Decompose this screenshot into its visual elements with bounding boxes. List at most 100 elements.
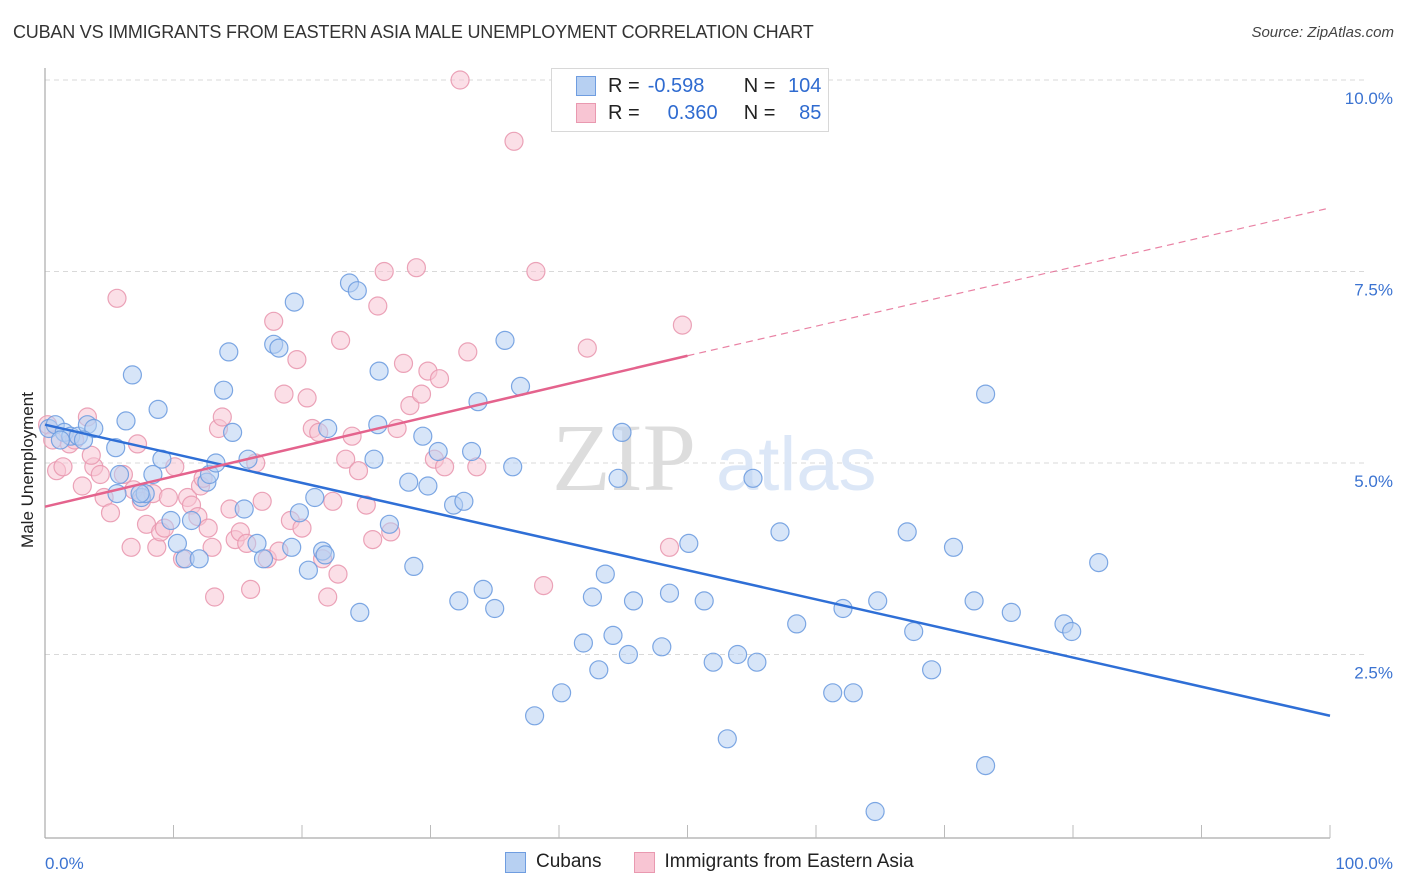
data-point-immigrants	[328, 564, 348, 584]
data-point-immigrants	[121, 537, 141, 557]
data-point-cubans	[717, 729, 737, 749]
trend-line-cubans	[44, 423, 1331, 717]
data-point-cubans	[347, 281, 367, 301]
data-point-immigrants	[274, 384, 294, 404]
data-point-immigrants	[212, 407, 232, 427]
data-point-cubans	[975, 755, 996, 776]
data-point-cubans	[148, 399, 168, 419]
data-point-cubans	[551, 683, 572, 703]
data-point-immigrants	[458, 342, 478, 362]
r-label: R =	[608, 101, 640, 124]
data-point-cubans	[975, 384, 996, 404]
data-point-cubans	[282, 537, 302, 557]
data-point-cubans	[582, 587, 603, 607]
data-point-cubans	[589, 660, 609, 680]
legend-item-immigrants[interactable]: Immigrants from Eastern Asia	[633, 851, 914, 873]
data-point-cubans	[462, 441, 482, 462]
data-point-cubans	[770, 522, 790, 542]
data-point-cubans	[743, 468, 763, 488]
data-point-cubans	[50, 430, 71, 450]
series-immigrants-eastern-asia	[37, 70, 693, 607]
data-point-cubans	[413, 426, 433, 446]
data-point-cubans	[167, 533, 187, 554]
data-point-cubans	[495, 330, 515, 350]
trend-lines	[44, 207, 1331, 717]
data-point-cubans	[833, 598, 853, 619]
data-point-immigrants	[336, 449, 356, 469]
data-point-cubans	[659, 583, 680, 603]
data-point-immigrants	[297, 388, 317, 408]
data-point-immigrants	[202, 537, 222, 557]
data-point-immigrants	[504, 131, 524, 151]
data-point-cubans	[109, 464, 130, 485]
y-tick-label: 10.0%	[1345, 89, 1393, 108]
stats-legend: R = -0.598 N = 104 R = 0.360 N = 85	[551, 68, 829, 132]
y-tick-label: 2.5%	[1354, 664, 1393, 683]
data-point-cubans	[449, 591, 469, 611]
data-point-immigrants	[672, 315, 693, 335]
y-axis-label: Male Unemployment	[18, 392, 37, 548]
data-point-immigrants	[659, 537, 680, 557]
bottom-legend: Cubans Immigrants from Eastern Asia	[505, 851, 946, 873]
data-point-cubans	[703, 652, 723, 672]
data-point-cubans	[364, 449, 384, 469]
axes	[44, 68, 1331, 839]
data-point-cubans	[623, 591, 644, 611]
data-point-cubans	[181, 510, 202, 531]
data-point-immigrants	[264, 311, 284, 331]
data-point-cubans	[1062, 621, 1082, 642]
data-point-cubans	[379, 514, 399, 534]
data-point-immigrants	[393, 353, 414, 373]
data-point-immigrants	[72, 476, 92, 496]
data-point-cubans	[652, 637, 672, 657]
data-point-cubans	[897, 522, 917, 542]
data-point-immigrants	[577, 338, 597, 358]
immigrants-swatch	[633, 851, 655, 873]
data-point-cubans	[234, 499, 254, 519]
data-point-cubans	[161, 510, 181, 531]
legend-item-cubans[interactable]: Cubans	[505, 851, 602, 873]
watermark-zip: ZIP	[552, 404, 696, 511]
n-label: N =	[743, 101, 776, 124]
data-point-cubans	[694, 591, 714, 611]
chart-title: CUBAN VS IMMIGRANTS FROM EASTERN ASIA MA…	[13, 22, 814, 42]
data-point-cubans	[747, 652, 767, 672]
data-point-immigrants	[411, 384, 432, 404]
data-point-cubans	[608, 468, 628, 488]
n-value: 104	[788, 74, 822, 97]
r-label: R =	[608, 74, 640, 97]
series-cubans	[39, 273, 1109, 822]
data-point-immigrants	[526, 261, 546, 282]
data-point-cubans	[219, 342, 239, 362]
data-point-cubans	[503, 457, 523, 477]
data-point-cubans	[468, 392, 488, 412]
data-point-immigrants	[429, 369, 450, 389]
y-tick-label: 5.0%	[1354, 472, 1393, 491]
data-point-cubans	[727, 644, 748, 665]
data-point-immigrants	[198, 518, 218, 538]
data-point-immigrants	[241, 579, 261, 600]
trend-line-immigrants	[44, 354, 688, 508]
data-point-cubans	[305, 487, 325, 508]
data-point-cubans	[253, 549, 274, 569]
data-point-immigrants	[400, 396, 420, 416]
data-point-cubans	[298, 560, 318, 580]
data-point-immigrants	[450, 70, 470, 90]
data-point-cubans	[679, 533, 699, 554]
data-point-cubans	[350, 602, 370, 623]
data-point-cubans	[318, 418, 338, 439]
r-value: 0.360	[667, 101, 718, 124]
data-point-cubans	[964, 591, 984, 611]
data-point-cubans	[214, 380, 234, 400]
legend-label: Immigrants from Eastern Asia	[664, 851, 914, 872]
data-point-cubans	[189, 549, 209, 569]
data-point-immigrants	[368, 296, 388, 316]
data-point-immigrants	[533, 575, 554, 596]
data-point-cubans	[595, 564, 615, 584]
data-point-cubans	[130, 484, 150, 504]
data-point-cubans	[315, 545, 335, 565]
stats-row-cubans: R = -0.598 N = 104	[576, 74, 821, 98]
data-point-immigrants	[252, 491, 272, 511]
x-tick-label-min: 0.0%	[45, 854, 84, 873]
